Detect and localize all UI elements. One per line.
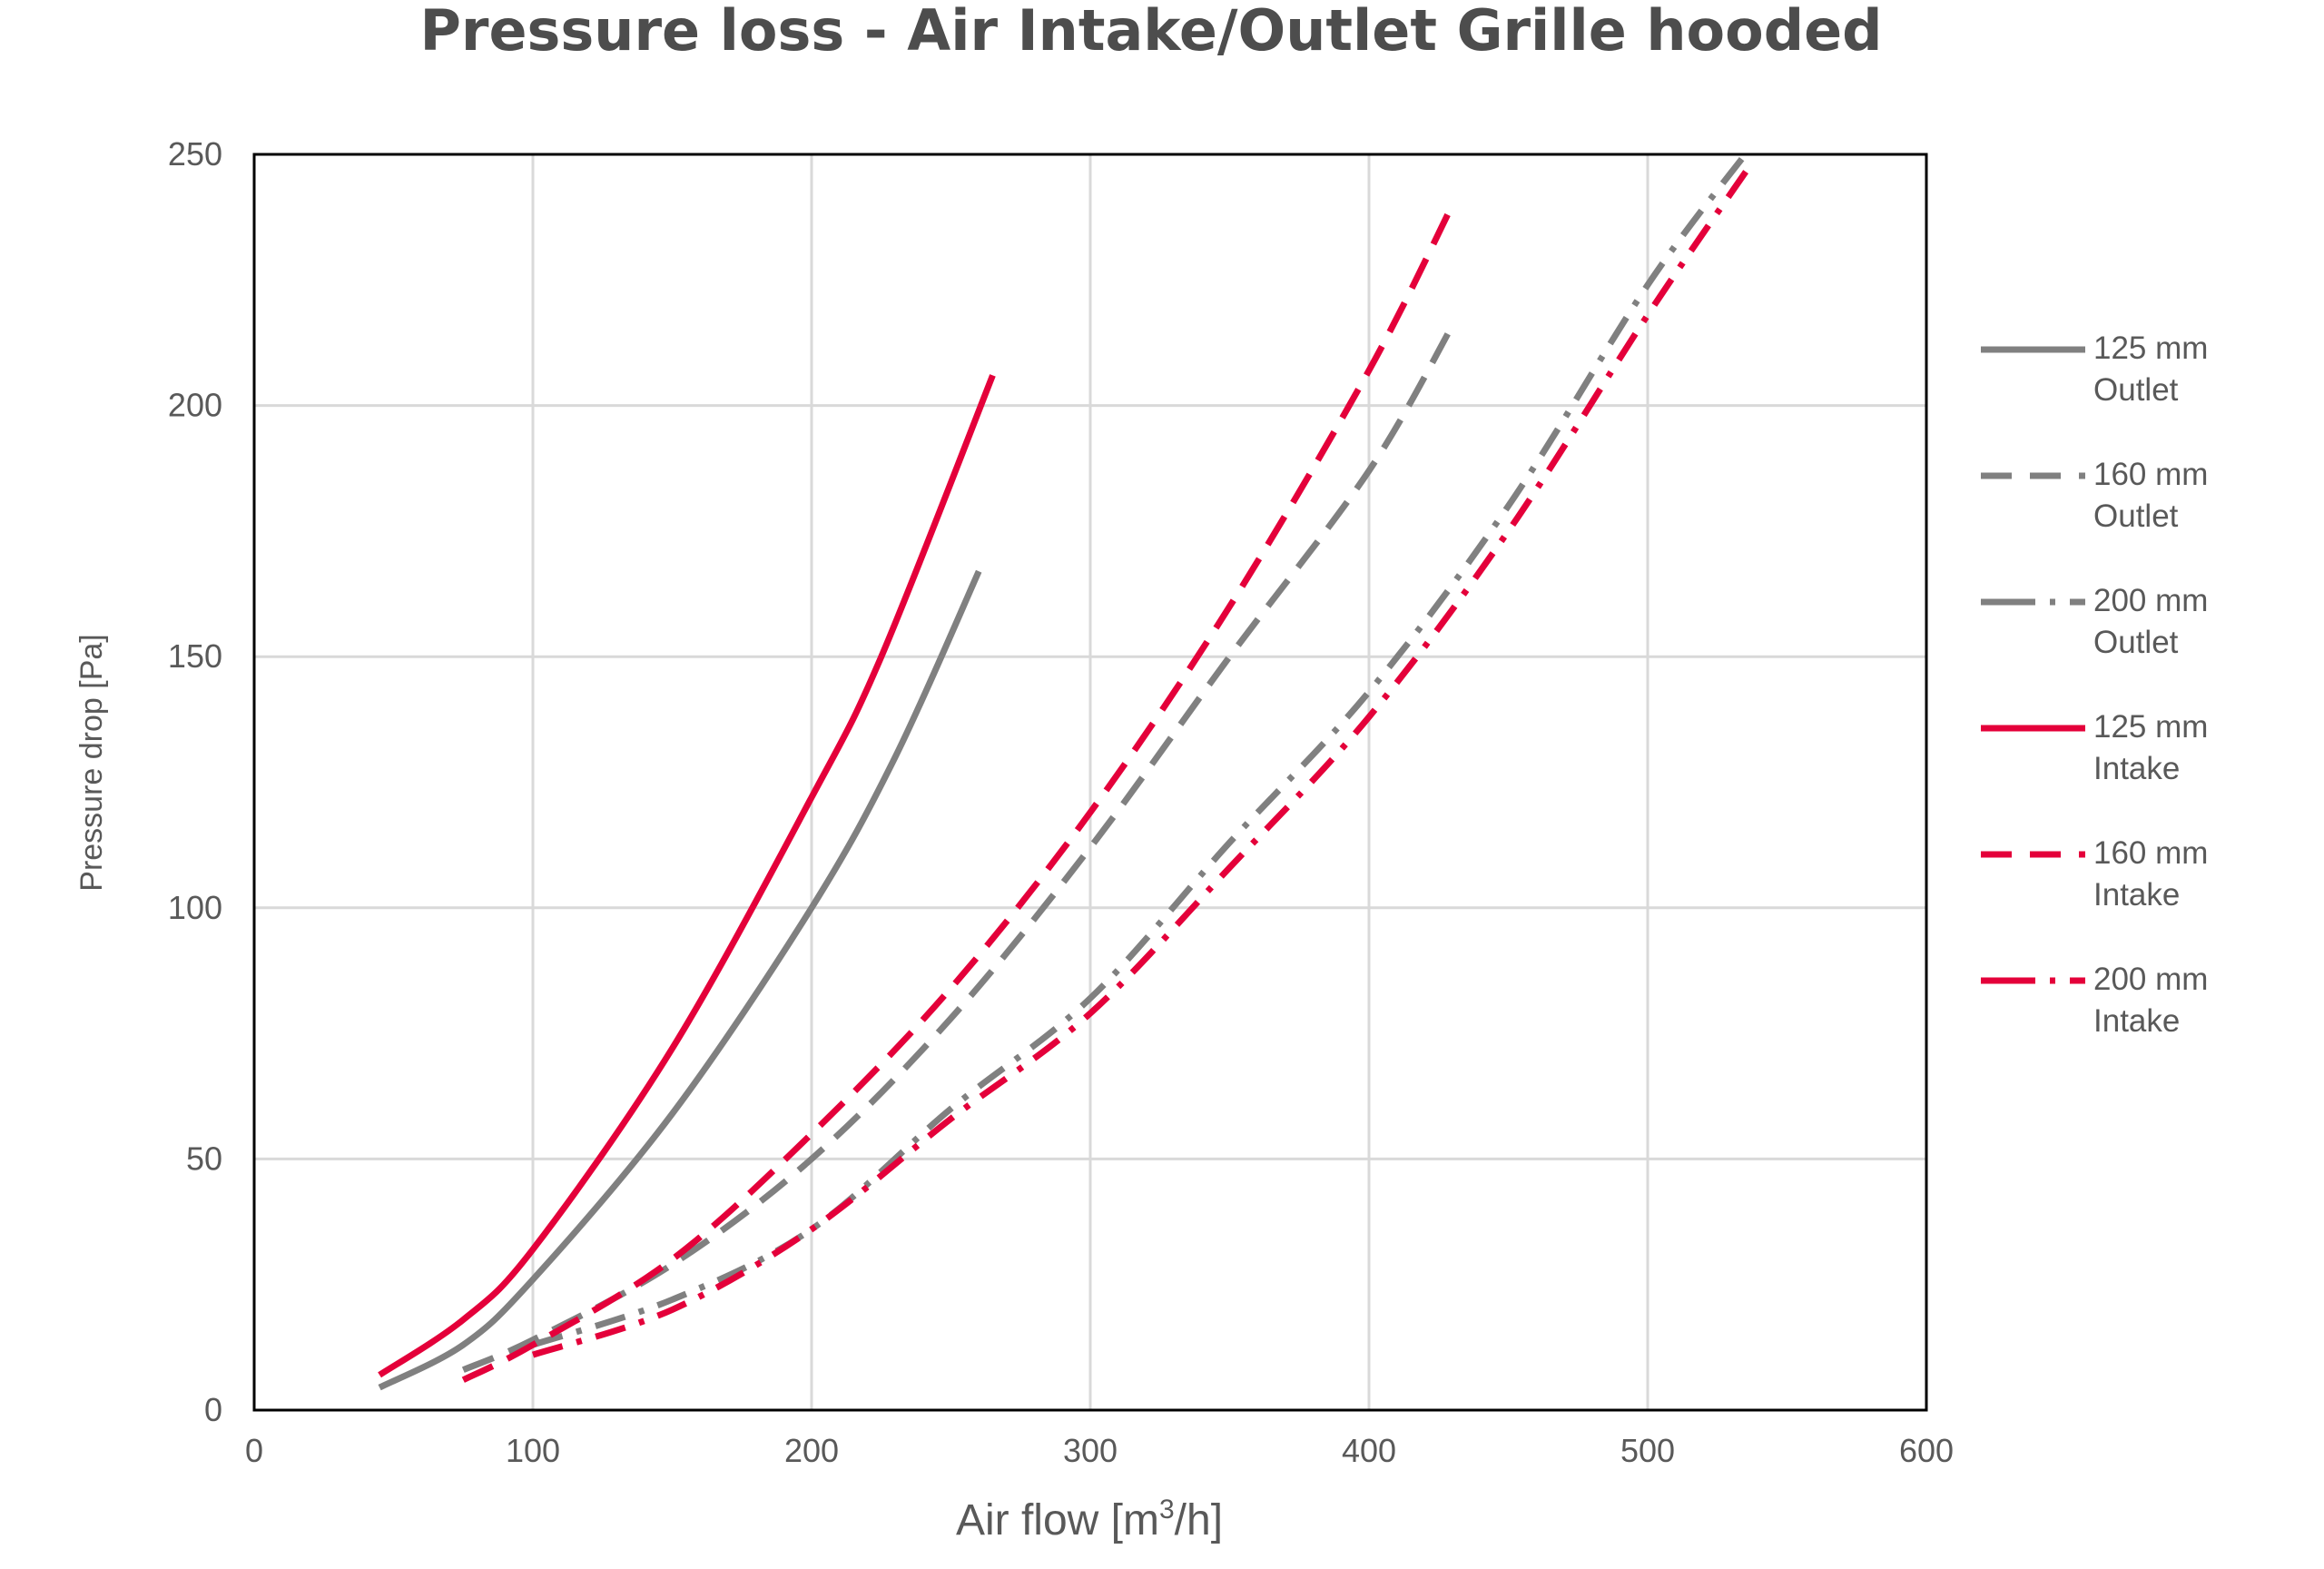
x-tick-label: 100 <box>506 1432 560 1469</box>
y-tick-label: 50 <box>186 1140 222 1177</box>
chart-title: Pressure loss - Air Intake/Outlet Grille… <box>419 0 1882 64</box>
x-tick-label: 0 <box>245 1432 263 1469</box>
y-tick-label: 150 <box>168 637 222 675</box>
x-axis-label-suffix: /h] <box>1175 1496 1223 1544</box>
grid <box>252 153 1928 1412</box>
plot-area-frame <box>252 153 1928 1412</box>
x-axis-label-superscript: 3 <box>1159 1495 1175 1525</box>
y-axis-label: Pressure drop [Pa] <box>74 634 109 891</box>
tick-labels: 0 100 200 300 400 500 600 0 50 100 150 200 250 <box>168 135 1954 1469</box>
legend-label-4: 125 mm <box>2093 709 2208 745</box>
y-tick-label: 250 <box>168 135 222 173</box>
x-axis-label-prefix: Air flow [m <box>956 1496 1159 1544</box>
x-tick-label: 200 <box>784 1432 839 1469</box>
legend-label-5: Intake <box>2093 877 2180 913</box>
legend-label-3: 200 mm <box>2093 583 2208 618</box>
legend: 125 mm Outlet 160 mm Outlet 200 mm Outlet 125 … <box>1981 331 2208 1039</box>
legend-label-4: Intake <box>2093 751 2180 786</box>
legend-label-1: 125 mm <box>2093 331 2208 366</box>
series-line-6 <box>531 163 1754 1358</box>
legend-label-5: 160 mm <box>2093 835 2208 871</box>
y-tick-label: 200 <box>168 387 222 424</box>
x-tick-label: 400 <box>1342 1432 1396 1469</box>
series-line-1 <box>378 569 982 1391</box>
legend-label-2: Outlet <box>2093 498 2179 534</box>
series-line-4 <box>378 374 996 1378</box>
legend-label-2: 160 mm <box>2093 457 2208 492</box>
legend-label-1: Outlet <box>2093 372 2179 408</box>
legend-label-6: 200 mm <box>2093 962 2208 997</box>
x-axis-label: Air flow [m3/h] <box>956 1495 1223 1544</box>
series-line-2 <box>461 323 1456 1373</box>
x-tick-label: 300 <box>1063 1432 1118 1469</box>
legend-label-6: Intake <box>2093 1003 2180 1039</box>
series-line-3 <box>531 152 1748 1348</box>
legend-label-3: Outlet <box>2093 625 2179 660</box>
y-tick-label: 0 <box>204 1391 222 1428</box>
x-tick-label: 500 <box>1620 1432 1675 1469</box>
series-line-5 <box>461 202 1456 1383</box>
y-tick-label: 100 <box>168 889 222 926</box>
series-lines <box>378 152 1754 1391</box>
x-tick-label: 600 <box>1899 1432 1954 1469</box>
